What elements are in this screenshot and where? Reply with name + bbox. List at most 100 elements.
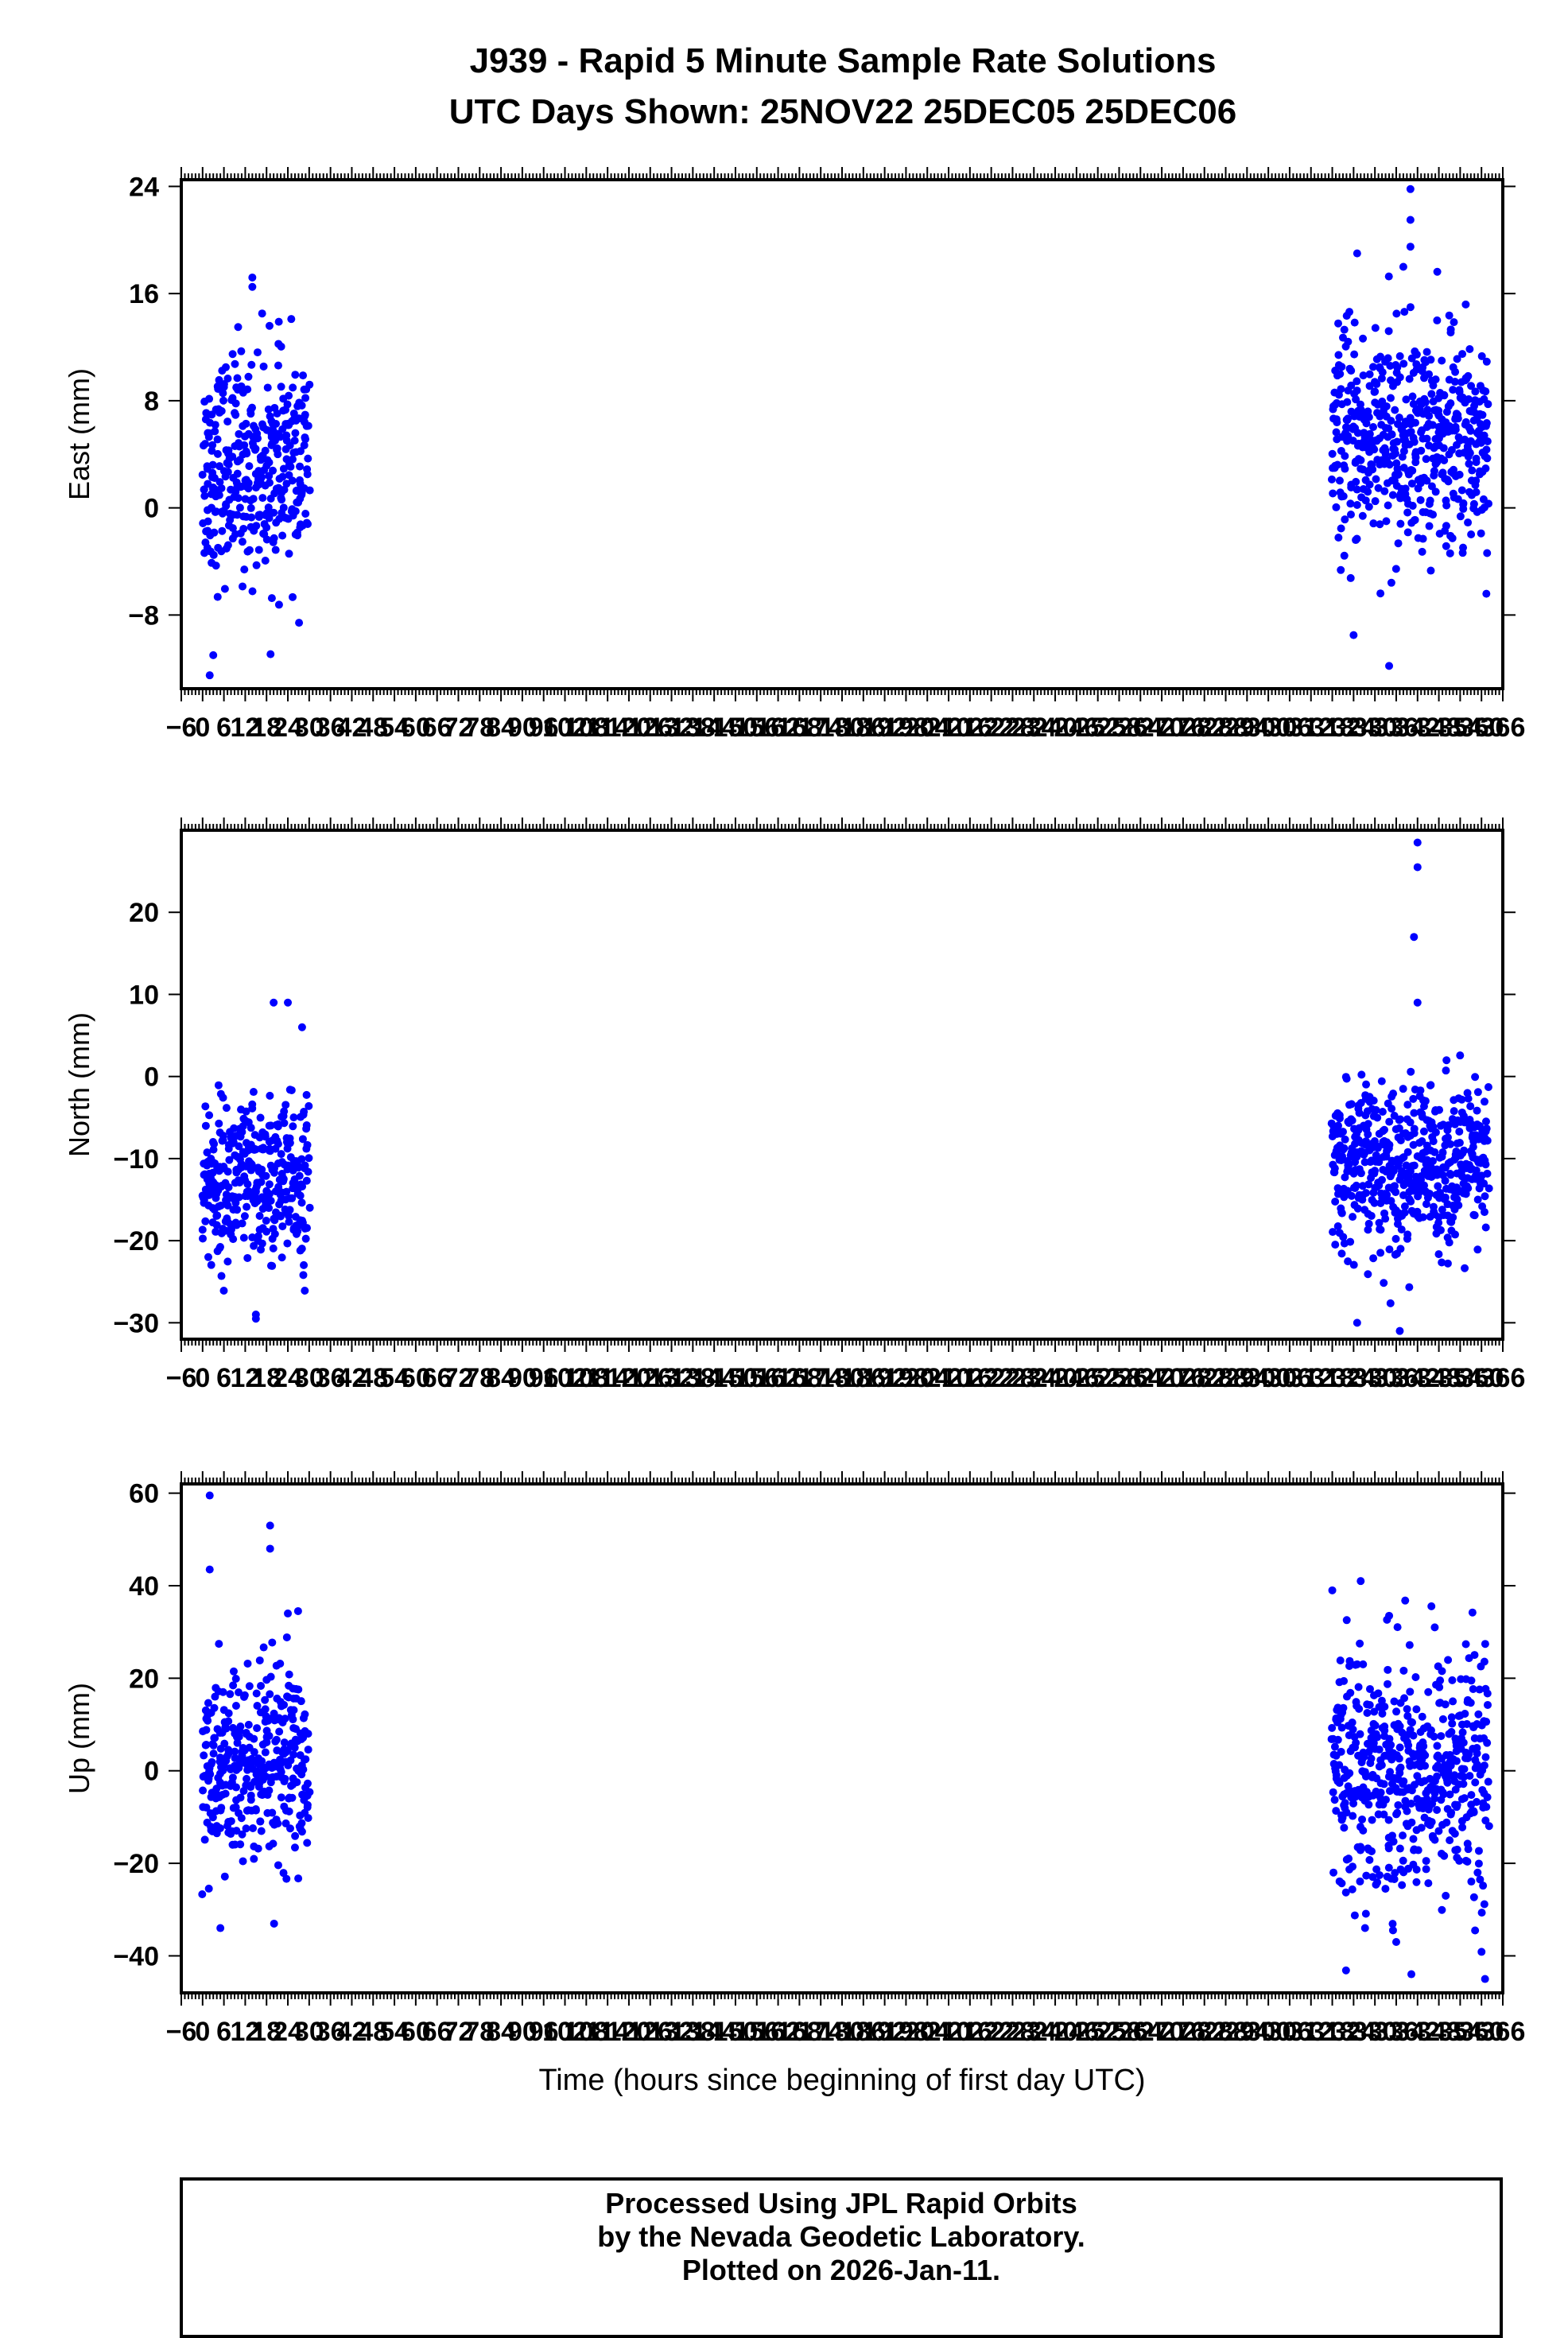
- data-point: [1386, 1768, 1395, 1777]
- data-point: [274, 1861, 282, 1870]
- data-point: [1481, 1223, 1490, 1232]
- data-point: [223, 541, 232, 550]
- data-point: [1416, 1086, 1425, 1095]
- x-tick-label: 366: [1481, 2017, 1526, 2047]
- data-point: [232, 1783, 241, 1792]
- data-point: [1387, 1197, 1395, 1206]
- data-point: [1395, 1844, 1404, 1853]
- data-point: [1407, 1067, 1415, 1076]
- data-point: [301, 1286, 309, 1295]
- data-point: [255, 1656, 264, 1664]
- data-point: [291, 1831, 300, 1840]
- data-point: [224, 1717, 233, 1726]
- data-point: [1484, 499, 1492, 508]
- data-point: [1375, 1870, 1384, 1879]
- data-point: [1370, 1198, 1379, 1207]
- data-point: [1458, 350, 1467, 359]
- data-point: [233, 374, 242, 383]
- data-point: [212, 507, 220, 516]
- data-point: [223, 418, 232, 426]
- data-point: [1353, 1319, 1361, 1327]
- x-tick-label: 42: [337, 1363, 367, 1393]
- data-point: [265, 1180, 274, 1189]
- data-point: [1346, 573, 1355, 582]
- data-point: [1392, 437, 1401, 446]
- data-point: [1426, 496, 1434, 505]
- x-tick-label: 78: [464, 1363, 495, 1393]
- x-tick-label: 276: [1161, 1363, 1206, 1393]
- data-point: [1422, 348, 1431, 356]
- data-point: [250, 1734, 258, 1743]
- data-point: [1376, 352, 1385, 361]
- data-point: [1332, 415, 1341, 424]
- data-point: [1446, 549, 1454, 557]
- data-point: [248, 1104, 257, 1113]
- x-tick-label: 228: [990, 1363, 1035, 1393]
- data-point: [219, 389, 227, 398]
- data-point: [1391, 1188, 1400, 1197]
- data-point: [1376, 520, 1384, 529]
- data-point: [304, 1814, 312, 1823]
- x-tick-label: 252: [1075, 2017, 1120, 2047]
- data-point: [269, 1244, 278, 1252]
- data-point: [226, 1690, 235, 1699]
- y-tick-label: 20: [129, 1664, 159, 1694]
- data-point: [1438, 1148, 1447, 1156]
- data-point: [1340, 325, 1349, 334]
- data-point: [204, 1716, 212, 1725]
- data-point: [278, 472, 287, 481]
- data-point: [1368, 1873, 1377, 1882]
- data-point: [239, 524, 248, 533]
- data-point: [1361, 496, 1370, 505]
- data-point: [1353, 1204, 1362, 1213]
- data-point: [1346, 1237, 1355, 1246]
- data-point: [1342, 1808, 1351, 1817]
- x-tick-label: 168: [777, 1363, 822, 1393]
- x-tick-label: 294: [1225, 1363, 1270, 1393]
- data-point: [235, 429, 243, 438]
- data-point: [281, 1774, 289, 1783]
- data-point: [1409, 1835, 1418, 1843]
- data-point: [199, 1786, 208, 1795]
- data-point: [1446, 328, 1455, 337]
- data-point: [1333, 1735, 1342, 1744]
- data-point: [1332, 503, 1341, 511]
- data-point: [1362, 1080, 1371, 1089]
- x-tick-label: 294: [1225, 2017, 1270, 2047]
- data-point: [1349, 1213, 1357, 1221]
- data-point: [239, 1692, 248, 1701]
- data-point: [262, 1171, 270, 1180]
- data-point: [1331, 1241, 1340, 1249]
- data-point: [1443, 1259, 1452, 1268]
- data-point: [281, 1715, 289, 1723]
- data-point: [1387, 578, 1395, 587]
- data-point: [1335, 476, 1344, 485]
- data-point: [262, 1227, 271, 1236]
- data-point: [245, 462, 254, 471]
- y-axis-label: North (mm): [63, 1012, 95, 1157]
- data-point: [262, 523, 271, 532]
- data-point: [1384, 501, 1392, 510]
- data-point: [233, 1738, 242, 1747]
- x-tick-label: 156: [734, 1363, 779, 1393]
- data-point: [1403, 1148, 1412, 1156]
- data-point: [267, 594, 276, 603]
- data-point: [266, 1091, 274, 1100]
- data-point: [1376, 1788, 1385, 1797]
- data-point: [1485, 1184, 1493, 1193]
- data-point: [265, 458, 274, 467]
- data-point: [1407, 1800, 1415, 1808]
- x-tick-label: 210: [926, 1363, 972, 1393]
- data-point: [1334, 534, 1343, 542]
- data-point: [1372, 379, 1381, 388]
- data-point: [239, 582, 247, 591]
- x-tick-label: 240: [1033, 713, 1078, 743]
- data-point: [1411, 418, 1419, 427]
- x-tick-label: 174: [798, 1363, 844, 1393]
- x-tick-label: 168: [777, 2017, 822, 2047]
- data-point: [1412, 1705, 1421, 1714]
- data-point: [250, 1854, 258, 1863]
- data-point: [303, 1839, 312, 1847]
- data-point: [1434, 1250, 1443, 1259]
- x-tick-label: 90: [507, 713, 538, 743]
